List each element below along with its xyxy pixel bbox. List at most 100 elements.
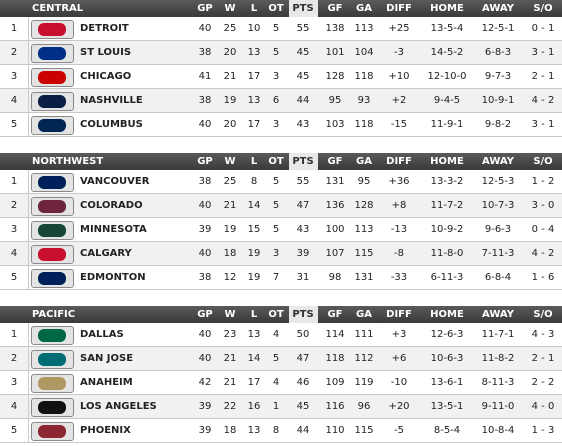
rank: 1 (10, 23, 18, 34)
stat-cell: 40 (198, 23, 212, 34)
column-header: GP (197, 156, 213, 167)
stat-cell: 131 (354, 272, 374, 283)
column-header: AWAY (482, 309, 514, 320)
stat-cell: 21 (223, 377, 237, 388)
stat-cell: 41 (198, 71, 212, 82)
column-header: GP (197, 3, 213, 14)
column-header: S/O (533, 156, 553, 167)
stat-cell: 2 - 1 (531, 71, 555, 82)
stat-cell: 1 - 2 (531, 176, 555, 187)
division-name: CENTRAL (32, 3, 84, 14)
team-row: 1 DETROIT 40 25 10 5 55 138 113 +25 13-5-4 12-5-1 0 … (0, 17, 562, 41)
rank: 4 (10, 248, 18, 259)
stat-cell: 118 (354, 119, 374, 130)
stat-cell: 3 (272, 248, 280, 259)
stat-cell: 8 (272, 425, 280, 436)
stat-cell: +25 (388, 23, 410, 34)
stat-cell: 1 - 6 (531, 272, 555, 283)
stat-cell: 13 (247, 95, 261, 106)
stat-cell: 55 (296, 176, 310, 187)
stat-cell: 19 (247, 272, 261, 283)
stat-cell: 6-8-4 (484, 272, 512, 283)
separator (28, 218, 29, 241)
stat-cell: 40 (198, 200, 212, 211)
column-header: S/O (533, 3, 553, 14)
stat-cell: 40 (198, 248, 212, 259)
stat-cell: 5 (272, 47, 280, 58)
team-row: 1 DALLAS 40 23 13 4 50 114 111 +3 12-6-3 11-7-1 4 - … (0, 323, 562, 347)
stat-cell: 40 (198, 329, 212, 340)
stat-cell: 7-11-3 (481, 248, 515, 259)
column-header: GF (327, 156, 343, 167)
column-header: L (250, 309, 258, 320)
separator (28, 65, 29, 88)
stat-cell: +20 (388, 401, 410, 412)
stat-cell: 3 (272, 71, 280, 82)
division-name: PACIFIC (32, 309, 76, 320)
stat-cell: 47 (296, 353, 310, 364)
column-header: DIFF (386, 156, 412, 167)
stat-cell: 44 (296, 95, 310, 106)
stat-cell: 19 (223, 95, 237, 106)
team-name: NASHVILLE (80, 95, 143, 106)
column-header: OT (268, 3, 284, 14)
column-header: W (224, 156, 236, 167)
stat-cell: 12-5-3 (481, 176, 515, 187)
separator (28, 395, 29, 418)
column-header: DIFF (386, 3, 412, 14)
stat-cell: -15 (390, 119, 408, 130)
separator (28, 419, 29, 442)
rank: 2 (10, 47, 18, 58)
stat-cell: 20 (223, 47, 237, 58)
team-row: 3 ANAHEIM 42 21 17 4 46 109 119 -10 13-6-1 8-11-3 2 … (0, 371, 562, 395)
stat-cell: 103 (325, 119, 345, 130)
rank: 2 (10, 200, 18, 211)
rank: 5 (10, 119, 18, 130)
stat-cell: 15 (247, 224, 261, 235)
stat-cell: 25 (223, 176, 237, 187)
column-header: HOME (430, 156, 464, 167)
column-header: PTS (292, 3, 314, 14)
stat-cell: 4 - 2 (531, 95, 555, 106)
team-logo (31, 20, 74, 39)
stat-cell: 13-5-1 (430, 401, 464, 412)
team-logo (31, 269, 74, 288)
stat-cell: 25 (223, 23, 237, 34)
stat-cell: 14 (247, 353, 261, 364)
team-name: LOS ANGELES (80, 401, 157, 412)
stat-cell: 13 (247, 47, 261, 58)
stat-cell: 47 (296, 200, 310, 211)
stat-cell: 5 (272, 224, 280, 235)
stat-cell: 3 - 0 (531, 200, 555, 211)
column-header: GA (356, 3, 372, 14)
stat-cell: 13-5-4 (430, 23, 464, 34)
team-row: 4 CALGARY 40 18 19 3 39 107 115 -8 11-8-0 7-11-3 4 -… (0, 242, 562, 266)
stat-cell: 38 (198, 47, 212, 58)
stat-cell: 42 (198, 377, 212, 388)
stat-cell: 22 (223, 401, 237, 412)
stat-cell: 109 (325, 377, 345, 388)
rank: 1 (10, 329, 18, 340)
stat-cell: 1 (272, 401, 280, 412)
stat-cell: 38 (198, 272, 212, 283)
separator (28, 194, 29, 217)
stat-cell: 115 (354, 248, 374, 259)
team-row: 3 CHICAGO 41 21 17 3 45 128 118 +10 12-10-0 9-7-3 2 … (0, 65, 562, 89)
stat-cell: 5 (272, 200, 280, 211)
separator (28, 242, 29, 265)
stat-cell: 12-5-1 (481, 23, 515, 34)
team-logo (31, 173, 74, 192)
stat-cell: 119 (354, 377, 374, 388)
team-name: ST LOUIS (80, 47, 132, 58)
stat-cell: 11-9-1 (430, 119, 464, 130)
rank: 5 (10, 425, 18, 436)
team-name: EDMONTON (80, 272, 146, 283)
team-name: CALGARY (80, 248, 132, 259)
separator (28, 371, 29, 394)
stat-cell: 95 (328, 95, 342, 106)
stat-cell: 136 (325, 200, 345, 211)
stat-cell: 96 (357, 401, 371, 412)
stat-cell: 43 (296, 119, 310, 130)
stat-cell: 16 (247, 401, 261, 412)
stat-cell: 9-7-3 (484, 71, 512, 82)
